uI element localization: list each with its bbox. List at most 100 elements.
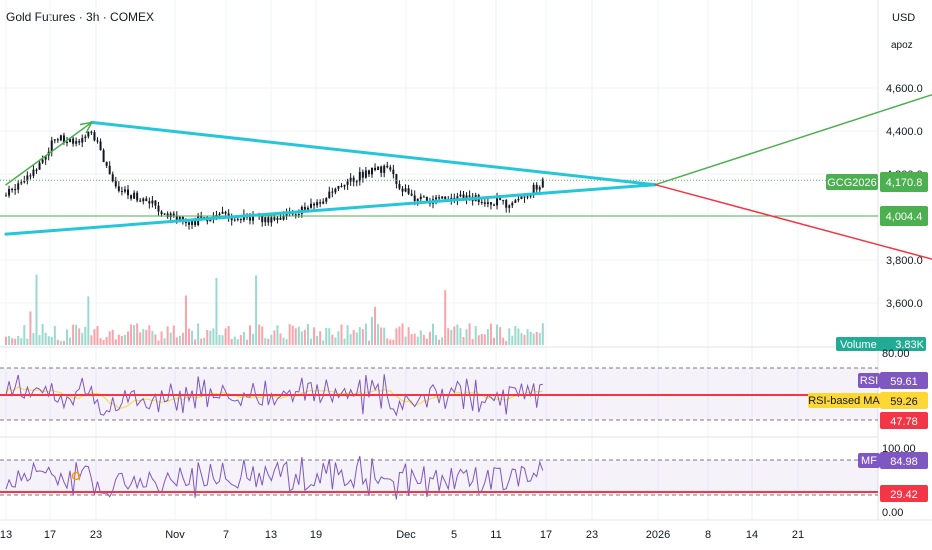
candle-body-95 [294, 214, 297, 216]
candle-body-133 [410, 193, 413, 196]
rsi-line [5, 374, 543, 417]
early-up-arrow-head [79, 121, 94, 134]
volume-bar-134 [413, 333, 416, 345]
volume-bar-155 [477, 335, 480, 345]
mf-level-tag: 29.42 [880, 485, 928, 502]
volume-bar-79 [245, 339, 248, 345]
candle-body-28 [90, 131, 93, 133]
candle-body-59 [184, 221, 187, 223]
candle-body-173 [532, 184, 535, 195]
candle-body-60 [188, 222, 190, 225]
y-tick-0: 4,600.0 [886, 83, 923, 95]
volume-bar-95 [294, 328, 297, 345]
candle-body-20 [66, 141, 68, 143]
candle-body-6 [23, 180, 26, 183]
candle-body-39 [123, 189, 126, 192]
bearish-arrow[interactable] [654, 183, 932, 333]
volume-bar-5 [20, 338, 23, 345]
volume-bar-136 [419, 330, 422, 345]
volume-bar-140 [432, 323, 434, 345]
volume-bar-1 [8, 335, 11, 345]
candle-body-0 [5, 195, 7, 197]
candle-body-119 [367, 170, 370, 175]
candle-body-158 [486, 202, 489, 204]
candle-body-62 [194, 220, 197, 226]
candle-body-112 [346, 181, 349, 185]
volume-bar-120 [371, 317, 373, 345]
candle-body-126 [389, 167, 392, 170]
volume-bar-25 [81, 333, 84, 345]
x-tick-15: 21 [792, 529, 804, 541]
candle-body-159 [489, 202, 492, 205]
volume-bar-127 [392, 339, 395, 345]
volume-bar-29 [93, 329, 96, 345]
upper-trendline[interactable] [90, 120, 657, 187]
scale-label[interactable]: apoz [891, 40, 913, 51]
chart-title: Gold Futures · 3h · COMEX [6, 10, 155, 24]
volume-bar-164 [505, 340, 508, 345]
volume-bar-114 [352, 330, 355, 345]
volume-bar-37 [117, 334, 120, 345]
volume-bar-6 [23, 325, 26, 345]
volume-bar-0 [5, 336, 7, 345]
candle-body-96 [297, 214, 300, 216]
volume-bar-139 [428, 331, 431, 345]
svg-text:Volume: Volume [840, 339, 877, 351]
candle-body-70 [218, 213, 221, 215]
candle-body-49 [154, 200, 157, 206]
svg-text:59.26: 59.26 [890, 396, 918, 408]
x-tick-5: 13 [265, 529, 277, 541]
volume-bar-4 [17, 335, 20, 345]
volume-bar-14 [47, 336, 50, 345]
volume-bar-84 [261, 326, 264, 345]
volume-bar-48 [151, 330, 154, 345]
x-tick-14: 14 [746, 529, 758, 541]
x-tick-13: 8 [705, 529, 711, 541]
lower-trendline[interactable] [4, 183, 657, 236]
volume-bar-161 [496, 324, 499, 345]
early-up-arrow[interactable] [5, 121, 93, 186]
candle-body-106 [328, 191, 331, 199]
volume-bar-151 [465, 329, 468, 345]
candle-body-109 [337, 185, 340, 189]
bullish-arrow[interactable] [654, 49, 932, 186]
candle-body-90 [279, 217, 282, 220]
drawings[interactable] [4, 48, 932, 336]
candle-body-31 [99, 141, 102, 151]
symbol-tag: GCG2026 [826, 174, 878, 190]
volume-bar-108 [334, 337, 337, 345]
time-axis[interactable]: 13 17 23 Nov 7 13 19 Dec 5 11 17 23 2026 8 14 21 [0, 529, 804, 541]
volume-bar-106 [328, 328, 331, 345]
volume-bar-97 [300, 331, 303, 345]
candle-body-129 [398, 183, 401, 189]
volume-bar-93 [288, 324, 291, 345]
price-axis[interactable]: 4,600.04,400.04,200.03,800.03,600.0 [886, 83, 923, 310]
volume-bar-143 [441, 337, 444, 345]
volume-bar-55 [172, 325, 175, 345]
candle-body-117 [361, 171, 364, 178]
mf-min-label: 0.00 [882, 507, 903, 519]
volume-bar-121 [374, 306, 377, 345]
candle-body-12 [41, 159, 44, 163]
volume-bar-141 [435, 335, 438, 345]
volume-bar-176 [541, 323, 544, 345]
candle-body-16 [53, 139, 56, 141]
volume-bar-131 [404, 336, 407, 345]
rsi-ma-line [5, 386, 543, 409]
volume-bar-73 [227, 325, 230, 345]
candle-body-80 [249, 217, 251, 221]
candle-body-136 [419, 196, 422, 199]
candle-body-9 [32, 169, 35, 176]
svg-text:GCG2026: GCG2026 [827, 177, 877, 189]
volume-bar-51 [160, 331, 163, 345]
svg-text:3.83K: 3.83K [895, 339, 924, 351]
svg-text:29.42: 29.42 [890, 489, 918, 501]
volume-bar-159 [489, 323, 492, 345]
volume-bar-125 [386, 338, 389, 345]
candle-body-54 [169, 213, 172, 218]
svg-text:59.61: 59.61 [890, 376, 918, 388]
candle-body-169 [520, 196, 523, 200]
volume-bar-69 [215, 277, 218, 345]
currency-label[interactable]: USD [892, 12, 916, 24]
